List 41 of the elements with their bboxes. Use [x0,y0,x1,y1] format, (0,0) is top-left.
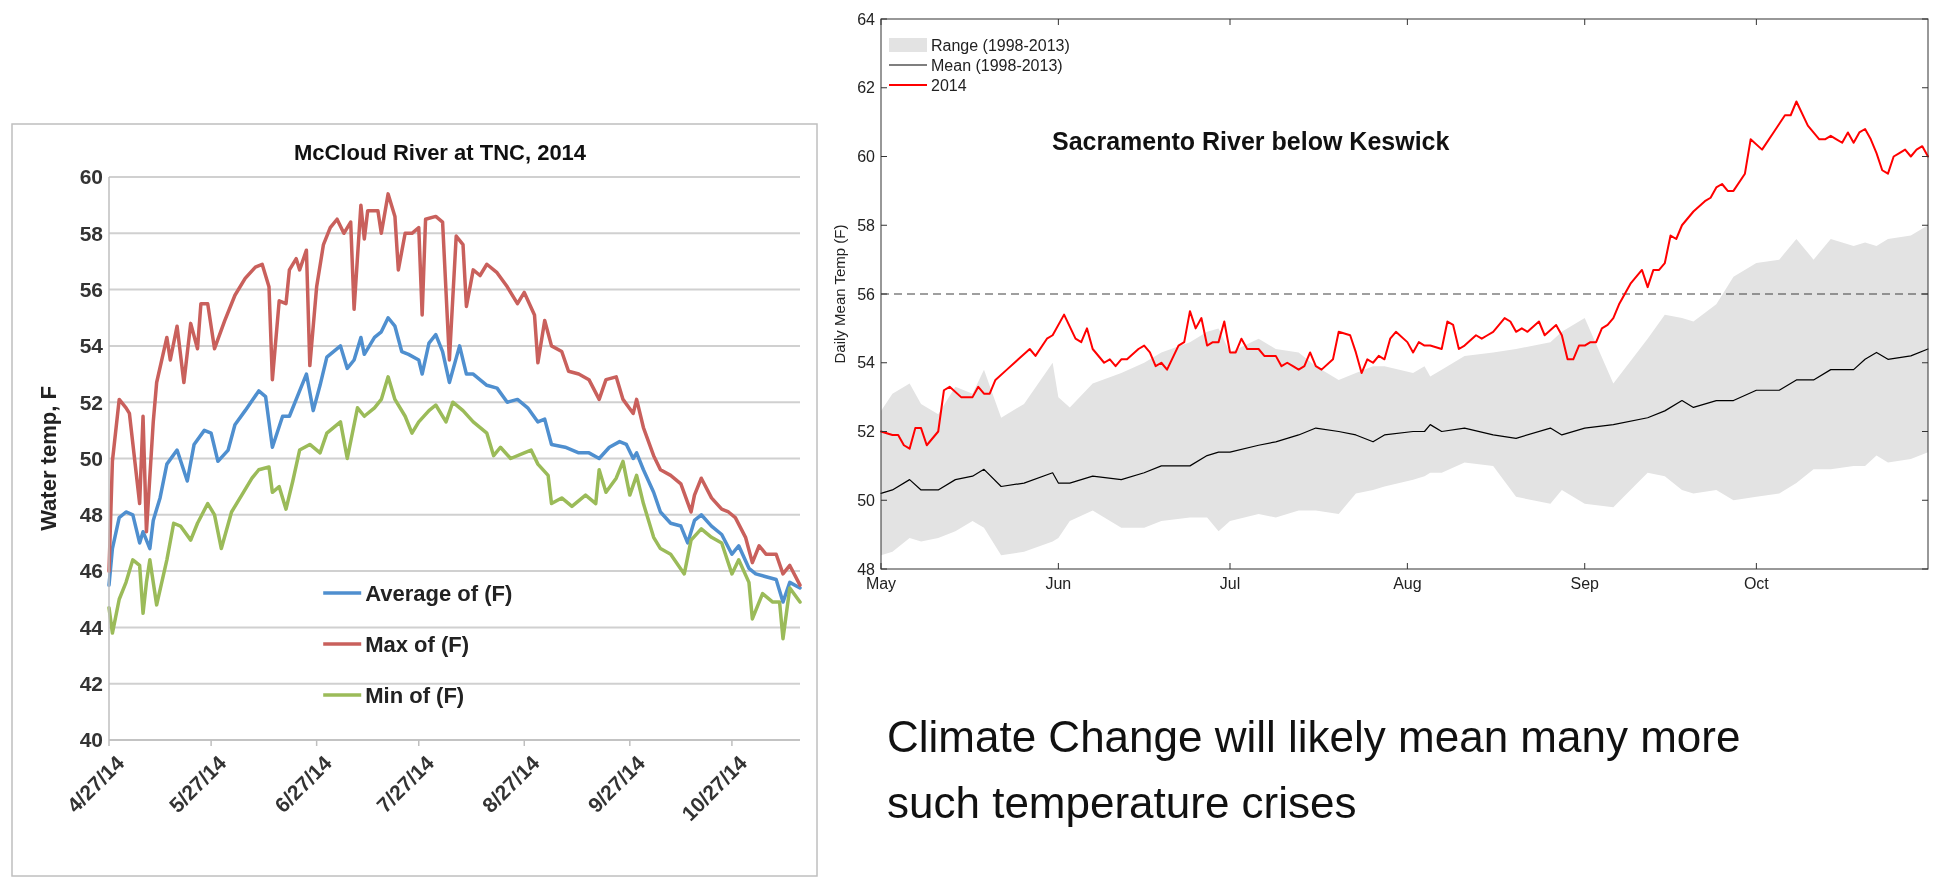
y-tick-label: 60 [857,148,876,166]
y-tick-label: 42 [79,672,103,696]
y-tick-label: 50 [79,446,103,470]
legend-label: Range (1998-2013) [931,36,1070,54]
text: Climate Change will likely mean many more such temperature crises [887,712,1741,827]
y-tick-label: 56 [79,277,103,301]
line-series [880,100,1929,450]
y-tick-label: 48 [79,503,104,527]
line-series [107,316,802,604]
y-tick-label: 54 [857,354,876,372]
legend-label: Max of (F) [365,631,470,657]
y-axis-title: Daily Mean Temp (F) [831,224,849,364]
y-tick-label: 58 [857,216,876,234]
legend-label: 2014 [931,76,967,94]
x-tick-label: Sep [1570,575,1600,592]
y-tick-label: 52 [857,423,876,441]
y-tick-label: 64 [857,10,876,28]
line-series [880,348,1929,494]
y-tick-label: 52 [79,390,103,414]
x-tick-label: Jun [1045,575,1072,592]
chart-title: McCloud River at TNC, 2014 [293,140,587,165]
y-tick-label: 40 [79,728,103,752]
legend-label: Average of (F) [365,580,513,606]
y-tick-label: 48 [857,560,876,578]
y-tick-label: 54 [79,334,104,358]
y-tick-label: 46 [79,559,103,583]
text: Sacramento River below Keswick [1052,127,1450,155]
y-tick-label: 50 [857,491,876,509]
y-tick-label: 62 [857,79,876,97]
x-tick-label: Oct [1743,575,1770,592]
x-tick-label: Jul [1219,575,1241,592]
legend-label: Min of (F) [365,682,465,708]
y-tick-label: 56 [857,285,876,303]
legend-label: Mean (1998-2013) [931,56,1063,74]
x-tick-label: May [865,575,897,592]
y-tick-label: 44 [79,615,104,639]
y-tick-label: 60 [79,165,103,189]
line-series [107,192,802,587]
x-tick-label: Aug [1393,575,1422,592]
y-tick-label: 58 [79,221,104,245]
y-axis-title: Water temp, F [35,386,61,531]
